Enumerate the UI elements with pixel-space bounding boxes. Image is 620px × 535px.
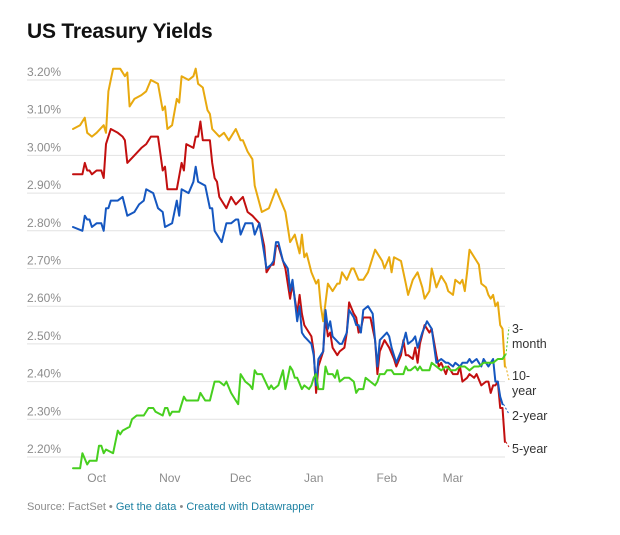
y-tick-label: 2.50%: [27, 329, 61, 343]
y-tick-label: 3.20%: [27, 65, 61, 79]
y-tick-label: 2.30%: [27, 404, 61, 418]
chart-title: US Treasury Yields: [27, 20, 213, 43]
y-tick-label: 3.10%: [27, 103, 61, 117]
line-chart: 2.20% 2.30% 2.40% 2.50% 2.60% 2.70% 2.80% 2.90%…: [27, 65, 547, 485]
series-line-3-month: [72, 354, 506, 470]
footer-separator: •: [176, 501, 187, 513]
y-tick-label: 2.40%: [27, 367, 61, 381]
footer-separator: •: [105, 501, 116, 513]
x-tick-label: Feb: [377, 471, 398, 485]
series-end-label: month: [512, 337, 547, 351]
y-tick-label: 2.70%: [27, 254, 61, 268]
series-line-10-year: [72, 67, 506, 368]
chart-footer: Source: FactSet • Get the data • Created…: [27, 501, 314, 513]
label-leader-line: [503, 403, 510, 415]
x-tick-label: Jan: [304, 471, 323, 485]
series-end-label: 10-: [512, 369, 530, 383]
series-end-label: 2-year: [512, 409, 547, 423]
y-tick-label: 2.90%: [27, 178, 61, 192]
y-tick-label: 2.80%: [27, 216, 61, 230]
get-the-data-link[interactable]: Get the data: [115, 501, 177, 513]
series-lines: [72, 67, 506, 470]
series-end-label: 3-: [512, 322, 523, 336]
label-leader-line: [505, 441, 510, 448]
label-leader-line: [505, 366, 510, 381]
x-tick-label: Dec: [230, 471, 251, 485]
x-axis: Oct Nov Dec Jan Feb Mar: [87, 471, 463, 485]
y-axis: 2.20% 2.30% 2.40% 2.50% 2.60% 2.70% 2.80% 2.90%…: [27, 65, 61, 456]
series-end-label: 5-year: [512, 442, 547, 456]
y-tick-label: 2.60%: [27, 291, 61, 305]
y-tick-label: 3.00%: [27, 140, 61, 154]
end-labels: 3-month 10-year 2-year 5-year: [503, 322, 547, 456]
x-tick-label: Mar: [443, 471, 464, 485]
datawrapper-link[interactable]: Created with Datawrapper: [186, 501, 315, 513]
series-end-label: year: [512, 384, 536, 398]
gridlines: [27, 79, 505, 458]
x-tick-label: Oct: [87, 471, 106, 485]
label-leader-line: [505, 326, 510, 356]
y-tick-label: 2.20%: [27, 442, 61, 456]
x-tick-label: Nov: [159, 471, 180, 485]
source-note: Source: FactSet: [27, 501, 106, 513]
series-line-2-year: [72, 165, 504, 406]
